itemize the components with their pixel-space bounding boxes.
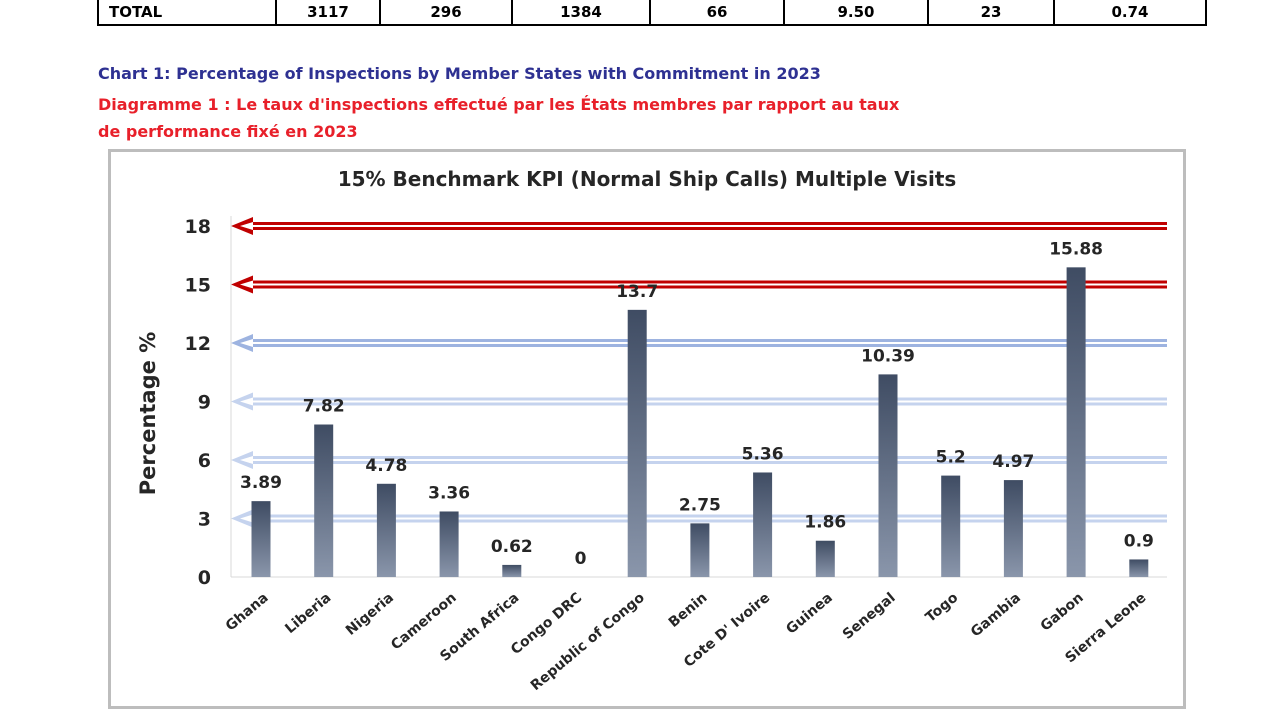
benchmark-arrowhead-inner <box>240 339 253 347</box>
data-label: 10.39 <box>861 346 915 366</box>
bar-republic-of-congo <box>627 309 647 577</box>
bar-togo <box>941 475 961 577</box>
total-cell: 3117 <box>275 0 381 26</box>
bar-liberia <box>314 424 334 577</box>
x-tick-label: Senegal <box>840 590 899 643</box>
total-cell: 0.74 <box>1053 0 1207 26</box>
total-cell: 296 <box>379 0 513 26</box>
data-label: 5.36 <box>742 444 784 464</box>
y-tick-label: 15 <box>185 275 211 297</box>
caption-english: Chart 1: Percentage of Inspections by Me… <box>98 64 821 83</box>
bar-sierra-leone <box>1129 559 1149 577</box>
chart-title: 15% Benchmark KPI (Normal Ship Calls) Mu… <box>338 167 957 191</box>
bar-south-africa <box>502 564 522 577</box>
total-cell: 66 <box>649 0 785 26</box>
y-axis-label: Percentage % <box>136 332 160 495</box>
y-tick-label: 9 <box>198 392 211 414</box>
x-tick-label: Nigeria <box>343 590 397 639</box>
bar-chart: 15% Benchmark KPI (Normal Ship Calls) Mu… <box>136 167 1167 695</box>
benchmark-arrowhead-inner <box>240 397 253 406</box>
total-row: TOTAL 3117 296 1384 66 9.50 23 0.74 <box>97 0 1207 26</box>
data-label: 3.89 <box>240 473 282 493</box>
total-cell: 1384 <box>511 0 651 26</box>
data-label: 5.2 <box>936 448 966 468</box>
x-tick-label: Benin <box>666 590 711 631</box>
data-label: 13.7 <box>616 282 658 302</box>
totals-table: TOTAL 3117 296 1384 66 9.50 23 0.74 <box>97 0 1207 26</box>
bar-benin <box>690 523 710 577</box>
benchmark-arrow-12 <box>231 334 1167 352</box>
bar-cameroon <box>439 511 459 577</box>
x-tick-label: Guinea <box>783 590 836 638</box>
total-cell: 23 <box>927 0 1055 26</box>
bar-senegal <box>878 374 898 577</box>
total-label: TOTAL <box>97 0 277 26</box>
y-tick-label: 12 <box>185 333 211 355</box>
bar-gambia <box>1003 480 1023 577</box>
data-label: 3.36 <box>428 483 470 503</box>
data-label: 0.62 <box>491 537 533 557</box>
data-label: 1.86 <box>804 513 846 533</box>
data-label: 15.88 <box>1049 239 1103 259</box>
bar-gabon <box>1066 267 1086 577</box>
y-tick-label: 6 <box>198 450 211 472</box>
benchmark-arrowhead-inner <box>240 222 253 230</box>
data-label: 0 <box>575 549 587 569</box>
total-cell: 9.50 <box>783 0 929 26</box>
benchmark-arrow-15 <box>231 275 1167 294</box>
benchmark-arrowhead-inner <box>240 280 253 289</box>
caption-french-line2: de performance fixé en 2023 <box>98 122 358 141</box>
data-label: 4.78 <box>365 456 407 476</box>
x-tick-label: Liberia <box>282 590 334 637</box>
bar-cote-d-ivoire <box>753 472 773 577</box>
bar-guinea <box>815 540 835 577</box>
benchmark-arrow-6 <box>231 451 1167 469</box>
y-tick-label: 3 <box>198 509 211 531</box>
benchmark-arrowhead-inner <box>240 514 253 523</box>
data-label: 2.75 <box>679 495 721 515</box>
benchmark-arrow-18 <box>231 217 1167 235</box>
x-tick-label: Gambia <box>968 590 1024 641</box>
bar-nigeria <box>376 483 396 577</box>
data-label: 0.9 <box>1124 531 1154 551</box>
y-tick-label: 0 <box>198 567 211 589</box>
data-label: 7.82 <box>303 397 345 417</box>
y-tick-label: 18 <box>185 216 211 238</box>
benchmark-arrow-9 <box>231 392 1167 411</box>
x-tick-label: Togo <box>923 590 962 626</box>
x-tick-label: Republic of Congo <box>528 590 648 695</box>
benchmark-arrowhead-inner <box>240 456 253 464</box>
caption-french-line1: Diagramme 1 : Le taux d'inspections effe… <box>98 95 900 114</box>
data-label: 4.97 <box>992 452 1034 472</box>
x-tick-label: Ghana <box>223 590 272 635</box>
bar-ghana <box>251 501 271 577</box>
chart-frame: 15% Benchmark KPI (Normal Ship Calls) Mu… <box>108 149 1186 709</box>
x-tick-label: Gabon <box>1038 590 1087 635</box>
